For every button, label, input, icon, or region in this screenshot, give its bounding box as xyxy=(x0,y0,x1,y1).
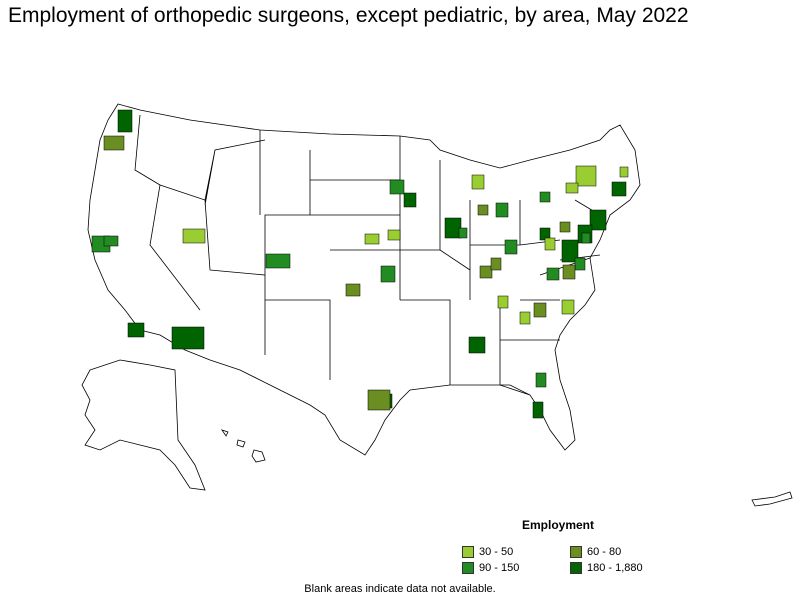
area-greenville xyxy=(544,237,556,251)
data-availability-note: Blank areas indicate data not available. xyxy=(304,583,496,595)
hawaii-outline xyxy=(221,429,266,463)
legend-title: Employment xyxy=(522,518,595,532)
area-indianapolis xyxy=(504,239,518,255)
legend-item-3: 90 - 150 xyxy=(462,562,519,574)
legend-label-1: 30 - 50 xyxy=(479,546,514,558)
area-charleston xyxy=(561,299,575,315)
area-knoxville xyxy=(533,302,547,318)
legend-swatch-1 xyxy=(462,546,474,558)
area-san-antonio xyxy=(367,389,391,411)
area-nashville xyxy=(490,257,502,271)
area-kansas-city xyxy=(380,265,396,283)
area-detroit xyxy=(495,202,509,218)
area-maine xyxy=(619,166,629,178)
area-columbus xyxy=(479,265,493,279)
area-albany xyxy=(575,165,597,187)
puerto-rico-outline xyxy=(751,491,793,507)
area-portland xyxy=(103,135,125,151)
area-harrisburg xyxy=(559,221,571,233)
area-madison xyxy=(458,227,468,239)
area-des-moines xyxy=(364,233,380,245)
area-milwaukee xyxy=(389,179,405,195)
area-oklahoma-city xyxy=(345,283,361,297)
area-baltimore-dc xyxy=(561,239,579,263)
legend-item-4: 180 - 1,880 xyxy=(570,562,643,574)
area-phoenix xyxy=(171,326,205,350)
area-salt-lake xyxy=(182,228,206,244)
area-grand-rapids xyxy=(477,204,489,216)
legend-label-3: 90 - 150 xyxy=(479,562,520,574)
legend-label-2: 60 - 80 xyxy=(587,546,622,558)
employment-areas xyxy=(91,109,629,419)
area-sacramento xyxy=(103,235,119,247)
area-seattle xyxy=(117,109,133,133)
area-richmond xyxy=(581,232,591,244)
area-tampa xyxy=(532,401,544,419)
area-omaha xyxy=(387,229,401,241)
state-boundaries xyxy=(81,103,793,507)
area-denver xyxy=(265,253,291,269)
area-charlotte xyxy=(546,267,560,281)
legend-swatch-3 xyxy=(462,562,474,574)
map-title: Employment of orthopedic surgeons, excep… xyxy=(8,4,689,27)
area-lansing xyxy=(471,174,485,190)
legend-label-4: 180 - 1,880 xyxy=(587,562,643,574)
area-jacksonville xyxy=(535,372,547,388)
area-cleveland xyxy=(539,191,551,203)
contiguous-us-outline xyxy=(87,103,641,456)
legend-item-2: 60 - 80 xyxy=(570,546,621,558)
area-nyc xyxy=(589,209,607,231)
legend-swatch-2 xyxy=(570,546,582,558)
area-spokane xyxy=(565,182,579,194)
area-minneapolis xyxy=(403,192,417,208)
area-raleigh xyxy=(574,257,586,271)
legend-item-1: 30 - 50 xyxy=(462,546,513,558)
area-birmingham xyxy=(497,295,509,309)
area-los-angeles xyxy=(127,322,145,338)
area-columbia xyxy=(519,311,531,325)
area-atlanta xyxy=(468,336,486,354)
area-boston xyxy=(611,181,627,197)
alaska-outline xyxy=(81,359,206,491)
legend-swatch-4 xyxy=(570,562,582,574)
area-greensboro xyxy=(562,264,576,280)
area-chicago xyxy=(444,217,462,239)
